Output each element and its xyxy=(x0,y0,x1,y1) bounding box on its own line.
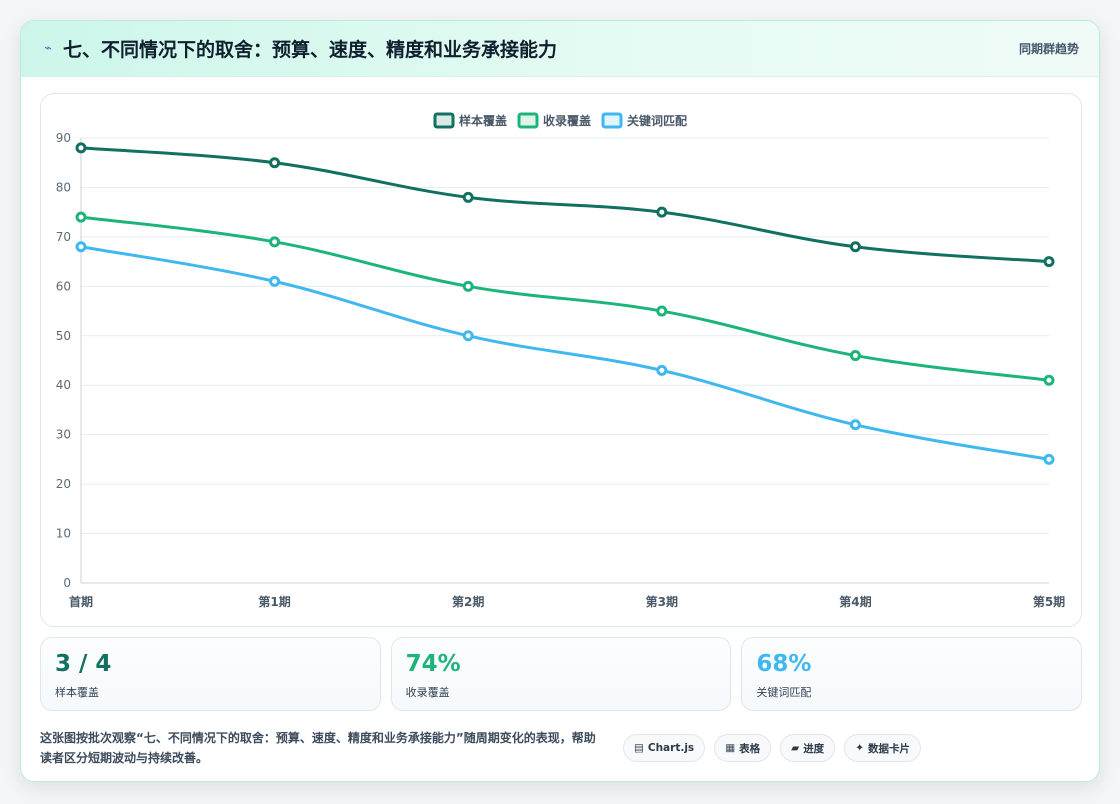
title-wrap: ⌁ 七、不同情况下的取舍：预算、速度、精度和业务承接能力 xyxy=(41,35,557,62)
stat-label: 样本覆盖 xyxy=(55,686,99,699)
x-tick-label: 首期 xyxy=(69,594,93,609)
data-point xyxy=(269,275,281,287)
table-icon: ▦ xyxy=(725,742,736,754)
stat-cards: 3 / 4 样本覆盖 74% 收录覆盖 68% 关键词匹配 xyxy=(40,637,1083,711)
chip-label: Chart.js xyxy=(647,742,695,754)
data-point xyxy=(656,364,668,376)
data-point xyxy=(462,191,474,203)
data-point xyxy=(75,211,87,223)
chip-chartjs[interactable]: ▤ Chart.js xyxy=(622,734,706,762)
legend-swatch xyxy=(433,112,455,129)
data-point xyxy=(1043,453,1055,465)
footer: 这张图按批次观察“七、不同情况下的取舍：预算、速度、精度和业务承接能力”随周期变… xyxy=(40,725,1082,771)
x-tick-label: 第5期 xyxy=(1033,594,1065,609)
stat-card-index: 74% 收录覆盖 xyxy=(390,637,732,711)
y-tick-label: 10 xyxy=(56,527,71,541)
y-tick-label: 40 xyxy=(56,378,71,392)
y-tick-label: 60 xyxy=(56,279,71,293)
chip-label: 数据卡片 xyxy=(868,742,910,755)
y-tick-label: 20 xyxy=(56,477,71,491)
stat-label: 收录覆盖 xyxy=(405,686,450,699)
x-tick-label: 第4期 xyxy=(839,594,871,609)
data-point xyxy=(269,157,281,169)
progress-icon: ▰ xyxy=(791,742,800,754)
header-tag: 同期群趋势 xyxy=(1018,42,1079,56)
chart-icon: ▤ xyxy=(633,742,644,754)
chart-description: 这张图按批次观察“七、不同情况下的取舍：预算、速度、精度和业务承接能力”随周期变… xyxy=(40,731,596,765)
data-point xyxy=(849,241,861,253)
data-point xyxy=(656,305,668,317)
y-tick-label: 80 xyxy=(56,180,71,194)
legend-swatch xyxy=(517,112,539,129)
line-chart: 0 10 20 30 40 50 60 70 80 90 首期 第1期 第2期 第3期 第4期 第5期 样本覆盖… xyxy=(56,112,1065,609)
x-tick-label: 第3期 xyxy=(646,594,678,609)
chip-data-card[interactable]: ✦ 数据卡片 xyxy=(844,734,921,762)
chip-row: ▤ Chart.js ▦ 表格 ▰ 进度 ✦ 数据卡片 xyxy=(622,734,921,762)
stat-label: 关键词匹配 xyxy=(756,686,812,699)
chip-table[interactable]: ▦ 表格 xyxy=(714,734,772,762)
data-point xyxy=(462,330,474,342)
lightning-icon: ⌁ xyxy=(44,41,52,56)
series-line xyxy=(79,146,1051,264)
legend-label: 收录覆盖 xyxy=(543,113,591,128)
series-line xyxy=(79,215,1051,382)
x-tick-label: 第2期 xyxy=(452,594,484,609)
trend-card: ⌁ 七、不同情况下的取舍：预算、速度、精度和业务承接能力 同期群趋势 0 10 20… xyxy=(20,20,1100,782)
data-point xyxy=(462,280,474,292)
y-tick-label: 30 xyxy=(56,428,71,442)
chip-progress[interactable]: ▰ 进度 xyxy=(780,734,836,762)
x-tick-label: 第1期 xyxy=(258,594,290,609)
data-point xyxy=(849,350,861,362)
page-title: 七、不同情况下的取舍：预算、速度、精度和业务承接能力 xyxy=(63,39,558,61)
y-tick-label: 50 xyxy=(56,329,71,343)
sparkle-icon: ✦ xyxy=(855,742,864,754)
chip-label: 表格 xyxy=(739,742,761,755)
stat-value: 68% xyxy=(756,651,812,677)
stat-value: 74% xyxy=(405,651,461,677)
legend-swatch xyxy=(601,112,623,129)
data-point xyxy=(75,241,87,253)
stat-card-keyword: 68% 关键词匹配 xyxy=(741,637,1083,711)
chip-label: 进度 xyxy=(803,742,825,755)
data-point xyxy=(1043,374,1055,386)
legend-label: 关键词匹配 xyxy=(627,113,687,128)
y-tick-label: 90 xyxy=(56,131,71,145)
card-header: ⌁ 七、不同情况下的取舍：预算、速度、精度和业务承接能力 同期群趋势 xyxy=(21,21,1099,77)
data-point xyxy=(75,142,87,154)
series-line xyxy=(79,245,1051,461)
data-point xyxy=(656,206,668,218)
y-tick-label: 70 xyxy=(56,230,71,244)
y-tick-label: 0 xyxy=(63,576,71,590)
data-point xyxy=(849,419,861,431)
data-point xyxy=(1043,256,1055,268)
stat-value: 3 / 4 xyxy=(55,651,112,677)
chart-panel: 0 10 20 30 40 50 60 70 80 90 首期 第1期 第2期 第3期 第4期 第5期 样本覆盖… xyxy=(40,93,1082,627)
stat-card-sample: 3 / 4 样本覆盖 xyxy=(40,637,381,711)
legend-label: 样本覆盖 xyxy=(459,113,507,128)
data-point xyxy=(269,236,281,248)
